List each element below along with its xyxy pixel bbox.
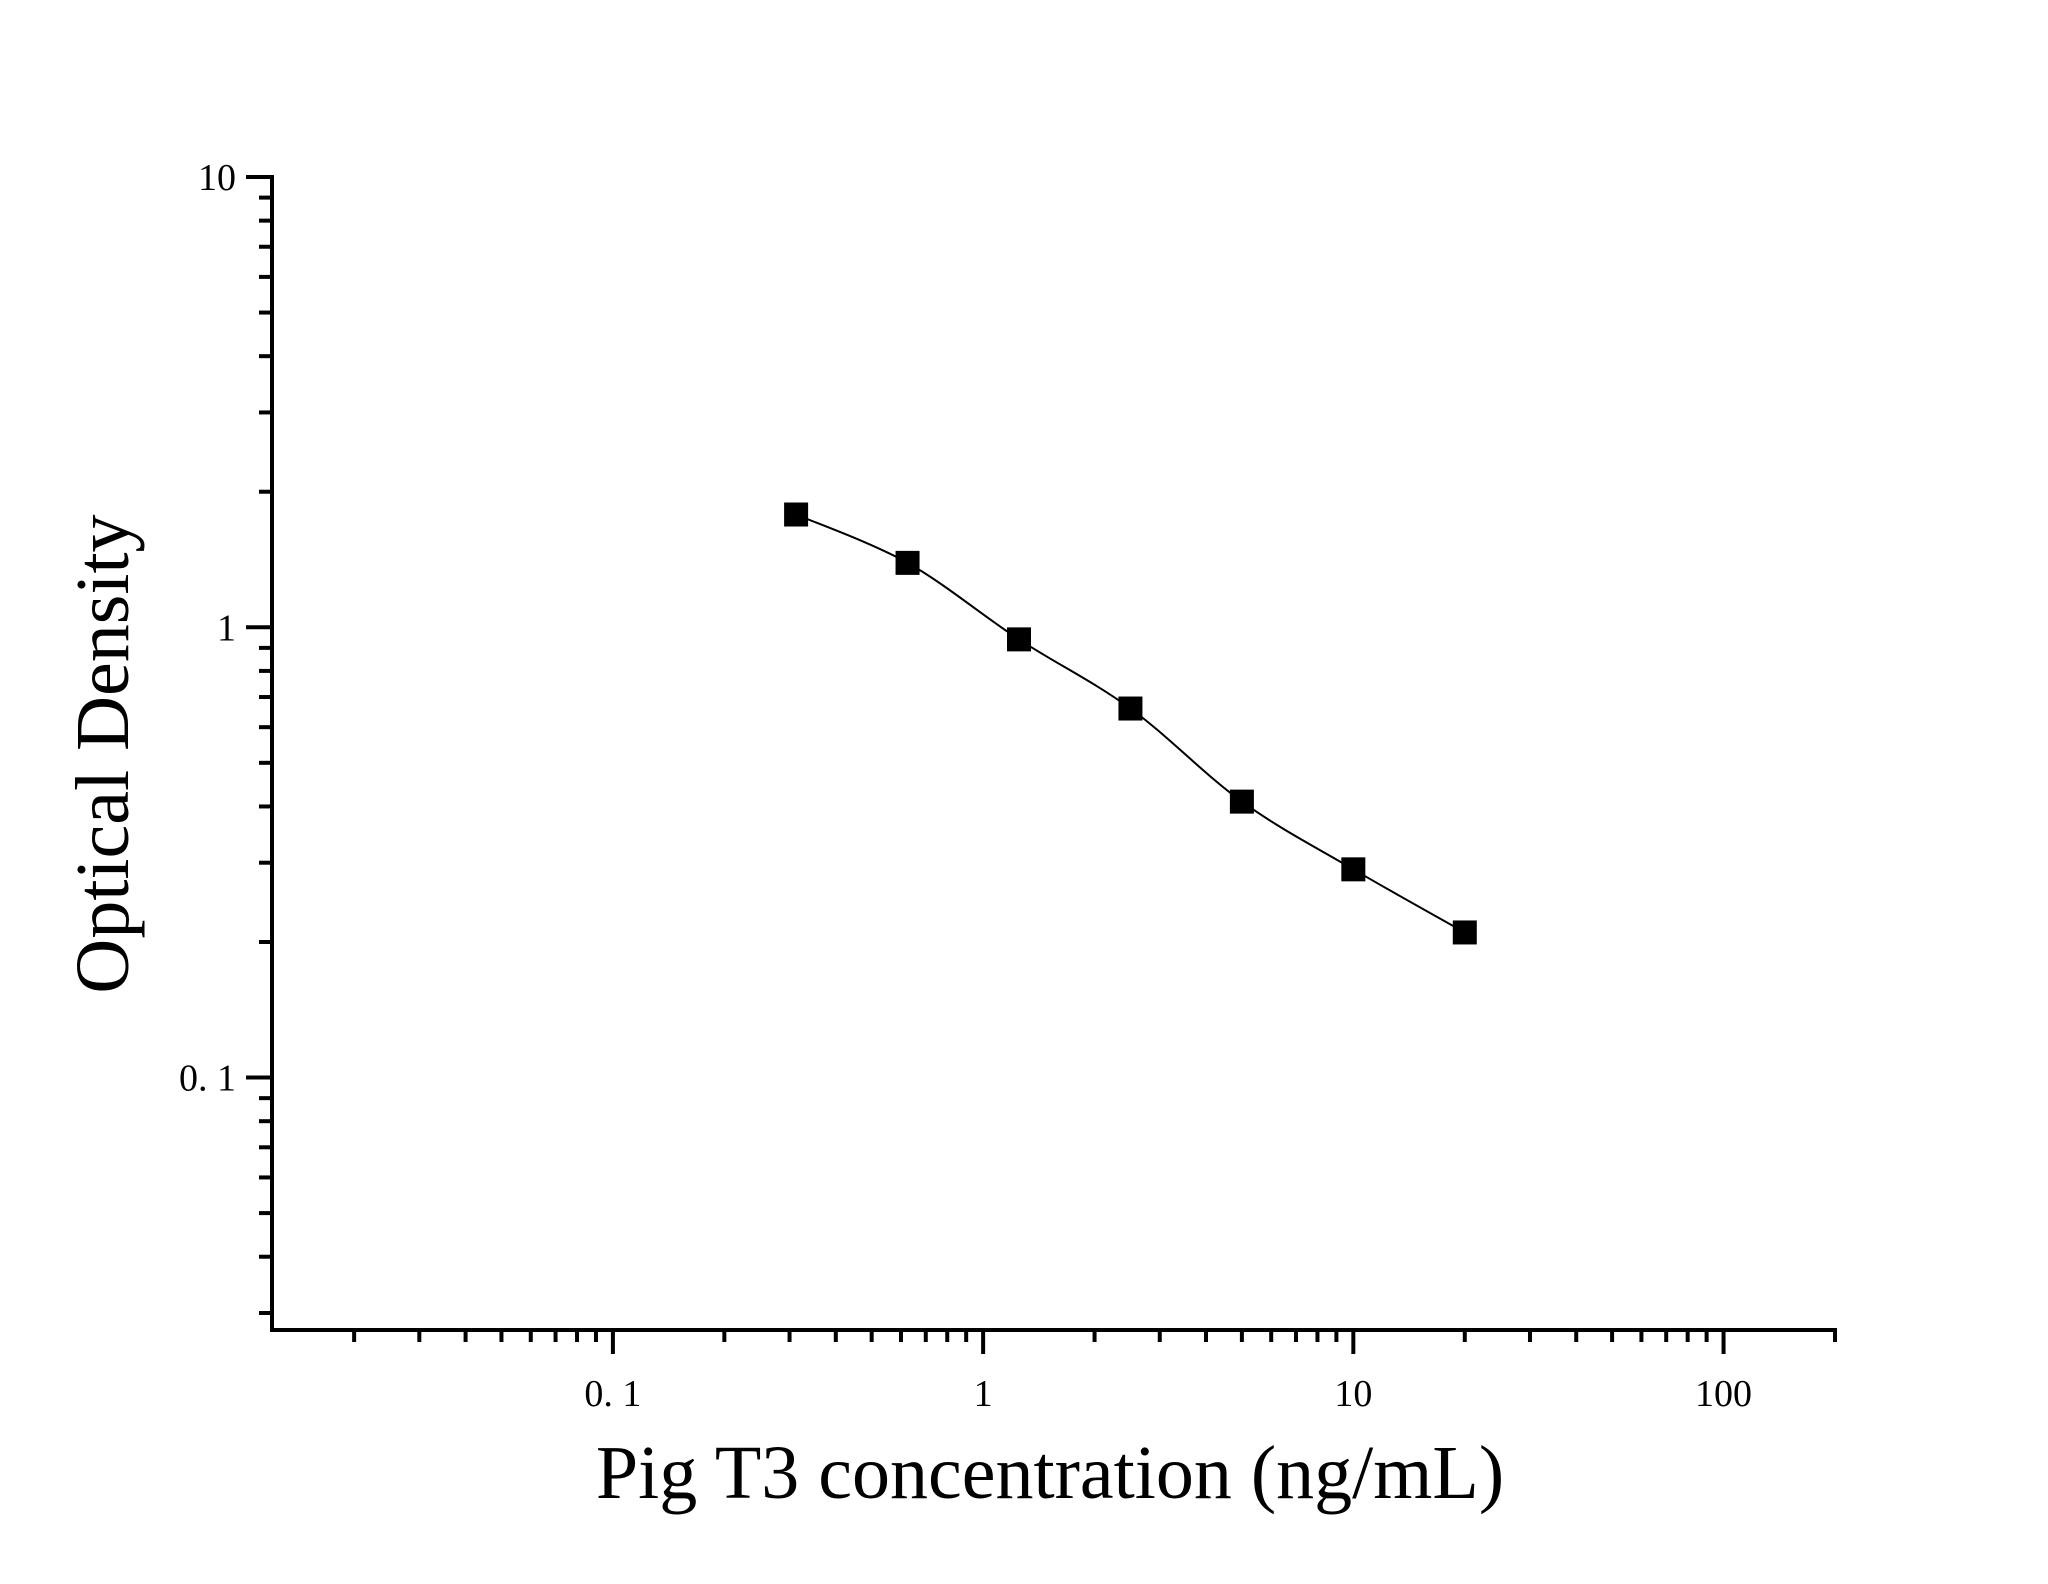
data-point <box>1452 920 1477 945</box>
data-point <box>1341 857 1366 882</box>
x-axis-minor-ticks <box>352 1330 1837 1342</box>
x-axis-major-ticks: 0. 1 1 10 100 <box>584 1330 1752 1415</box>
data-point <box>1006 627 1031 652</box>
data-point <box>1229 789 1254 814</box>
x-tick-label: 100 <box>1695 1373 1752 1415</box>
x-axis-title: Pig T3 concentration (ng/mL) <box>596 1431 1504 1515</box>
y-axis-minor-ticks <box>259 195 272 1315</box>
data-point <box>784 502 809 527</box>
x-tick-label: 1 <box>974 1373 993 1415</box>
x-tick-label: 10 <box>1334 1373 1372 1415</box>
x-tick-label: 0. 1 <box>584 1373 641 1415</box>
y-axis-major-ticks: 10 1 0. 1 <box>179 157 272 1100</box>
data-point <box>895 550 920 575</box>
y-tick-label: 1 <box>217 607 236 649</box>
y-tick-label: 10 <box>198 157 236 199</box>
y-axis-title: Optical Density <box>61 514 145 993</box>
y-tick-label: 0. 1 <box>179 1058 236 1100</box>
data-point <box>1118 696 1143 721</box>
data-points <box>784 502 1477 945</box>
